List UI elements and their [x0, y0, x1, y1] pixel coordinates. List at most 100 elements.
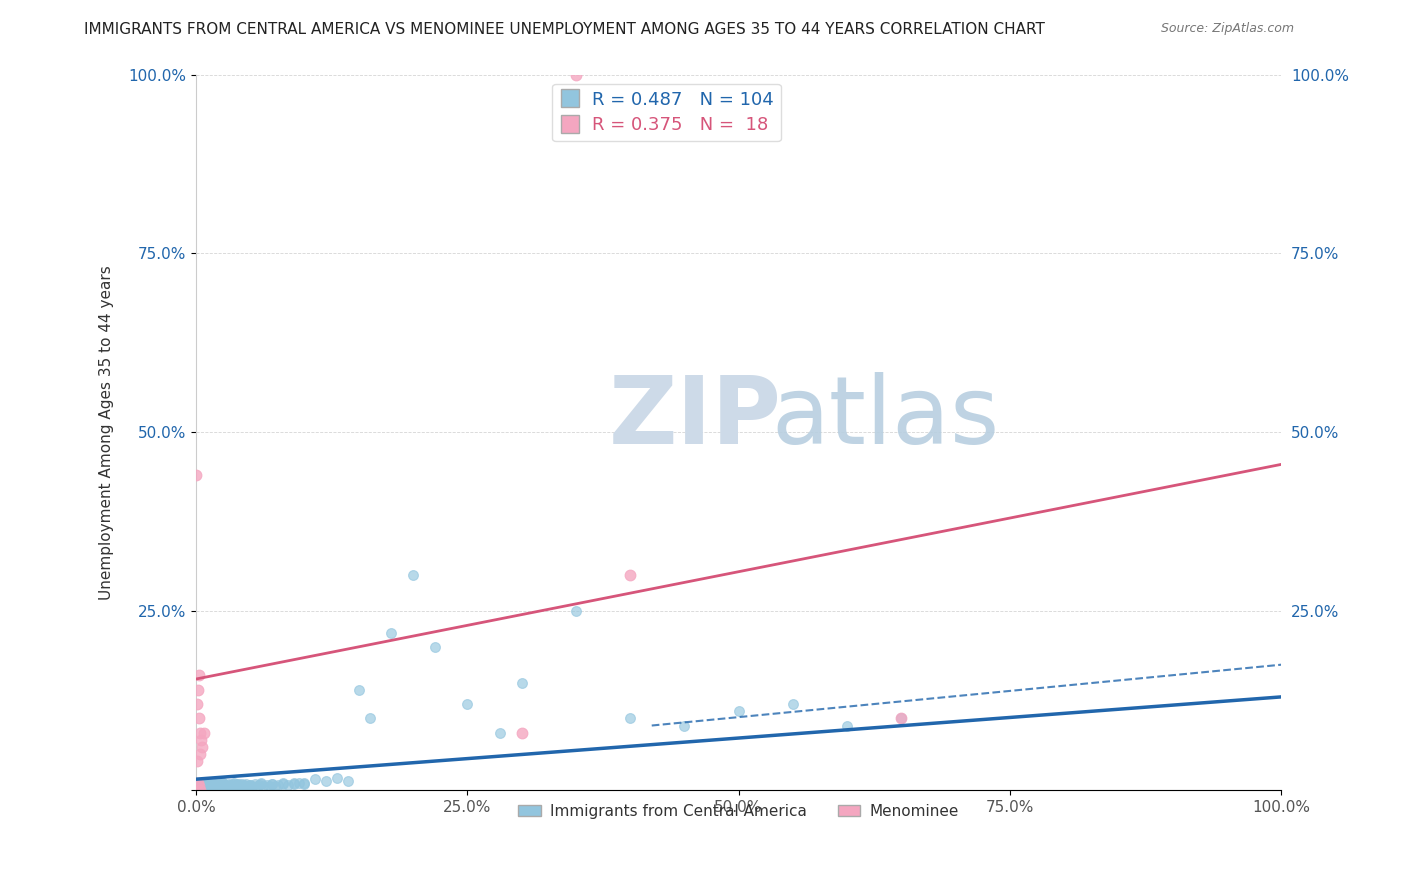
Point [214, 778, 236, 792]
Point [186, 754, 208, 768]
Point [380, 625, 402, 640]
Point [208, 780, 231, 794]
Point [267, 778, 290, 792]
Point [207, 777, 229, 791]
Point [193, 725, 215, 739]
Point [190, 780, 212, 794]
Point [294, 777, 316, 791]
Point [326, 772, 349, 786]
Point [250, 776, 273, 790]
Point [264, 779, 287, 793]
Point [243, 777, 266, 791]
Point [201, 778, 224, 792]
Point [250, 777, 273, 791]
Point [204, 777, 226, 791]
Y-axis label: Unemployment Among Ages 35 to 44 years: Unemployment Among Ages 35 to 44 years [100, 265, 114, 599]
Text: IMMIGRANTS FROM CENTRAL AMERICA VS MENOMINEE UNEMPLOYMENT AMONG AGES 35 TO 44 YE: IMMIGRANTS FROM CENTRAL AMERICA VS MENOM… [84, 22, 1045, 37]
Point [233, 780, 256, 794]
Point [402, 568, 425, 582]
Point [209, 780, 232, 794]
Point [315, 774, 337, 789]
Point [217, 780, 239, 794]
Point [222, 779, 245, 793]
Point [197, 780, 219, 794]
Point [256, 778, 278, 792]
Point [211, 777, 233, 791]
Point [190, 732, 212, 747]
Point [188, 780, 211, 794]
Point [188, 780, 211, 794]
Text: ZIP: ZIP [609, 372, 782, 464]
Point [231, 777, 253, 791]
Point [195, 776, 218, 790]
Point [236, 780, 259, 794]
Point [197, 780, 219, 794]
Point [229, 780, 252, 794]
Point [205, 780, 228, 794]
Point [619, 568, 641, 582]
Point [194, 780, 217, 794]
Point [204, 779, 226, 793]
Point [218, 780, 240, 794]
Point [336, 773, 359, 788]
Point [565, 604, 588, 618]
Point [283, 777, 305, 791]
Point [247, 778, 270, 792]
Point [510, 725, 533, 739]
Point [200, 778, 222, 792]
Point [212, 776, 235, 790]
Point [215, 779, 238, 793]
Text: atlas: atlas [770, 372, 1000, 464]
Point [198, 777, 221, 791]
Point [232, 778, 254, 792]
Point [271, 776, 294, 790]
Point [198, 780, 221, 794]
Point [288, 776, 311, 790]
Point [188, 711, 211, 725]
Point [186, 780, 208, 794]
Point [193, 779, 215, 793]
Point [187, 780, 209, 794]
Point [201, 776, 224, 790]
Point [252, 779, 274, 793]
Point [271, 777, 294, 791]
Point [208, 778, 231, 792]
Point [190, 776, 212, 790]
Point [222, 777, 245, 791]
Point [619, 711, 641, 725]
Point [188, 747, 211, 761]
Point [222, 776, 245, 790]
Point [890, 711, 912, 725]
Point [212, 776, 235, 790]
Point [198, 776, 221, 790]
Point [202, 780, 225, 794]
Point [187, 776, 209, 790]
Point [304, 772, 326, 787]
Point [184, 468, 207, 483]
Point [186, 697, 208, 711]
Point [456, 697, 478, 711]
Point [218, 778, 240, 792]
Point [228, 778, 250, 792]
Point [218, 777, 240, 791]
Point [194, 778, 217, 792]
Point [187, 682, 209, 697]
Point [219, 778, 242, 792]
Point [727, 704, 749, 718]
Point [835, 718, 858, 732]
Point [188, 668, 211, 682]
Point [260, 777, 283, 791]
Text: Source: ZipAtlas.com: Source: ZipAtlas.com [1160, 22, 1294, 36]
Point [260, 777, 283, 791]
Point [232, 779, 254, 793]
Point [277, 778, 299, 792]
Point [239, 778, 262, 792]
Point [510, 675, 533, 690]
Point [565, 68, 588, 82]
Point [359, 711, 381, 725]
Point [207, 776, 229, 790]
Point [184, 783, 207, 797]
Point [673, 718, 696, 732]
Point [188, 783, 211, 797]
Point [188, 780, 211, 795]
